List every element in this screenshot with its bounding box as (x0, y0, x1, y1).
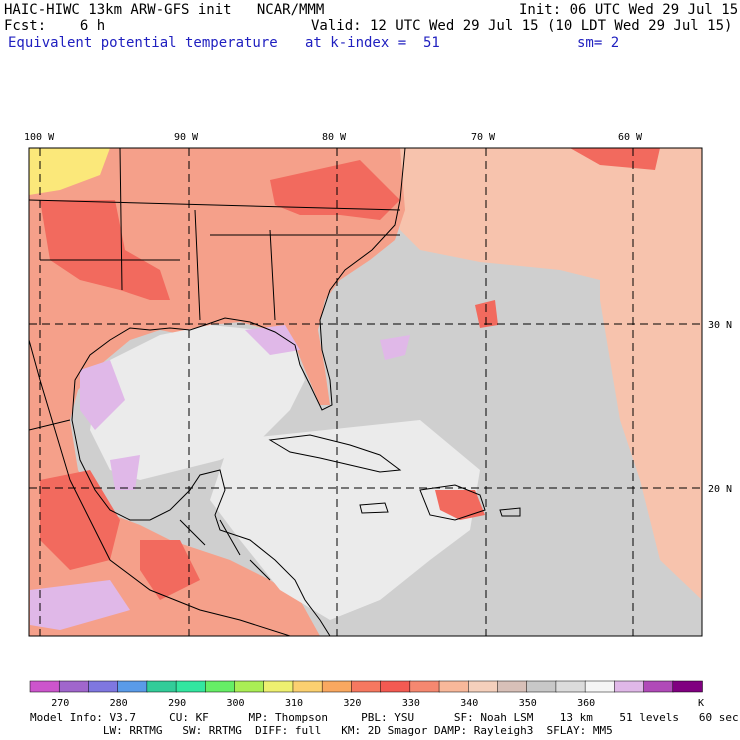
colorbar-swatch (409, 680, 440, 693)
pacific-coastline (29, 339, 291, 636)
colorbar-swatch (58, 680, 90, 693)
colorbar-swatch (614, 680, 645, 693)
colorbar-swatch (205, 680, 236, 693)
jamaica-outline (359, 502, 389, 514)
colorbar-tick-label: 290 (168, 698, 186, 709)
footer-model-info: Model Info: V3.7 CU: KF MP: Thompson PBL… (30, 711, 739, 724)
lat-label-30n: 30 N (708, 320, 732, 331)
colorbar-swatch (292, 680, 323, 693)
colorbar-tick-label: 340 (460, 698, 478, 709)
colorbar-swatch (234, 680, 265, 693)
hot-patch-atlantic-cell (475, 300, 498, 328)
colorbar-swatch (321, 680, 353, 693)
high-value-patch (29, 148, 110, 195)
colorbar-swatch (351, 680, 382, 693)
colorbar-unit: K (698, 698, 704, 709)
colorbar-swatch (29, 680, 60, 693)
forecast-hour: Fcst: 6 h (4, 18, 106, 34)
colorbar-swatch (175, 680, 207, 693)
main-coastline (71, 148, 406, 636)
colorbar-tick-label: 280 (110, 698, 128, 709)
shaded-field (29, 148, 702, 636)
model-title: HAIC-HIWC 13km ARW-GFS init NCAR/MMM (4, 2, 325, 18)
graticule (29, 148, 702, 636)
colorbar-swatch (117, 680, 148, 693)
lon-label-70w: 70 W (471, 132, 496, 143)
country-borders (29, 419, 271, 581)
atlantic-mid-band (600, 148, 702, 600)
violet-patch-pacific (30, 580, 130, 630)
violet-patch-gulf-coast (245, 325, 300, 355)
colorbar (29, 680, 703, 693)
lon-label-80w: 80 W (322, 132, 347, 143)
colorbar-tick-label: 350 (519, 698, 537, 709)
colorbar-swatch (380, 680, 411, 693)
level-index: at k-index = 51 (305, 35, 440, 51)
lon-label-60w: 60 W (618, 132, 643, 143)
hot-patch-ne-atlantic (570, 148, 660, 170)
colorbar-tick-label: 320 (343, 698, 361, 709)
colorbar-swatch (643, 680, 674, 693)
colorbar-tick-label: 300 (227, 698, 245, 709)
colorbar-swatch (555, 680, 586, 693)
colorbar-tick-label: 360 (577, 698, 595, 709)
colorbar-tick-label: 270 (51, 698, 69, 709)
smoothing: sm= 2 (577, 35, 620, 51)
cuba-outline (268, 434, 402, 473)
colorbar-swatch (438, 680, 470, 693)
coastlines (29, 148, 521, 636)
colorbar-swatch (263, 680, 294, 693)
init-time: Init: 06 UTC Wed 29 Jul 15 (519, 2, 739, 18)
colorbar-swatch (468, 680, 499, 693)
footer-physics-info: LW: RRTMG SW: RRTMG DIFF: full KM: 2D Sm… (30, 724, 613, 737)
us-land-shading (29, 148, 405, 430)
violet-patch-gulf-south (110, 455, 140, 490)
colorbar-swatch (497, 680, 528, 693)
caribbean-light-shading (210, 420, 480, 620)
hot-patch-appalachia (270, 160, 400, 220)
puerto-rico-outline (499, 507, 521, 517)
violet-patch-florida-east (380, 335, 410, 360)
map-frame (28, 147, 703, 637)
hot-patch-mexico (40, 470, 120, 570)
colorbar-swatch (526, 680, 557, 693)
hispaniola-outline (419, 484, 486, 521)
colorbar-tick-label: 330 (402, 698, 420, 709)
colorbar-swatch (584, 680, 616, 693)
state-borders (29, 148, 401, 321)
violet-patch-texas-coast (80, 360, 125, 430)
lon-label-100w: 100 W (24, 132, 55, 143)
hot-patch-central-america (140, 540, 200, 600)
colorbar-swatch (88, 680, 119, 693)
parallel-lines (29, 323, 702, 489)
lon-label-90w: 90 W (174, 132, 199, 143)
colorbar-swatch (146, 680, 177, 693)
hot-patch-hispaniola (435, 490, 485, 520)
hot-patch-plains (40, 200, 170, 300)
field-name: Equivalent potential temperature (8, 35, 278, 51)
colorbar-tick-label: 310 (285, 698, 303, 709)
colorbar-swatch (672, 680, 703, 693)
valid-time: Valid: 12 UTC Wed 29 Jul 15 (10 LDT Wed … (311, 18, 733, 34)
lat-label-20n: 20 N (708, 484, 732, 495)
colorbar-labels: 270 280 290 300 310 320 330 340 350 360 (51, 698, 595, 709)
